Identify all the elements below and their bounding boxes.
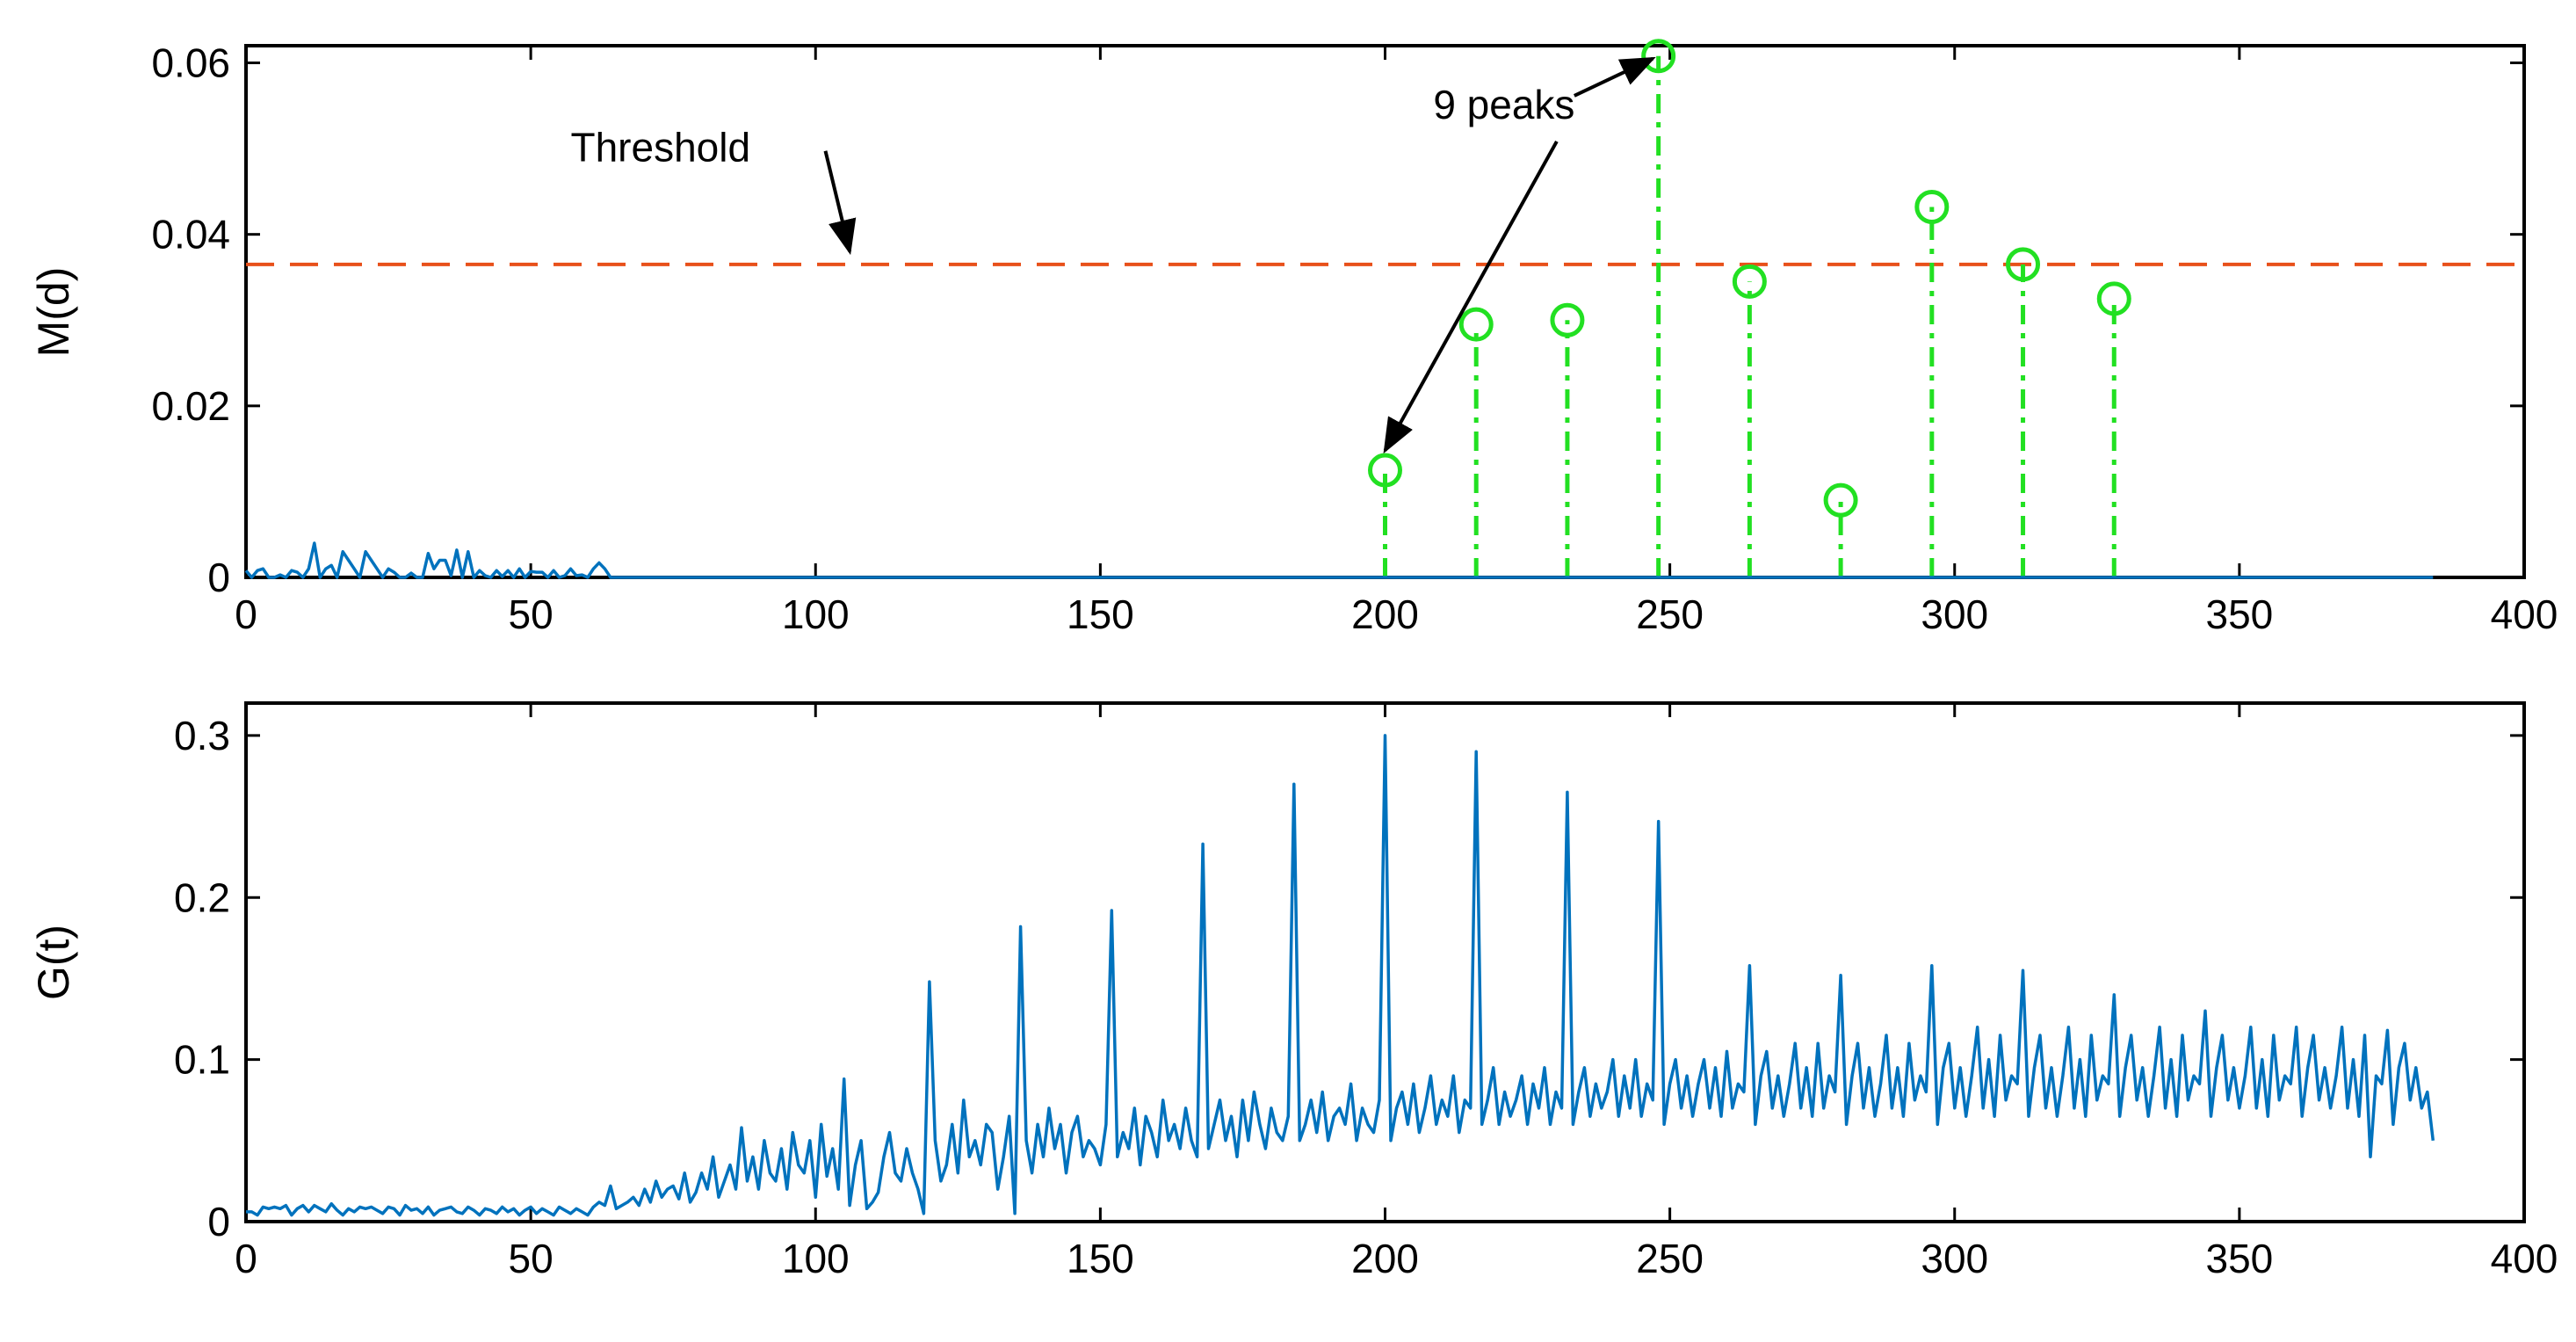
bottom-x-ticks: 0 50 100 150 200 250 300 350 400 bbox=[235, 703, 2558, 1281]
top-y-tick-label: 0.04 bbox=[151, 212, 230, 258]
g-series-line bbox=[246, 734, 2435, 1217]
peak-marker bbox=[1368, 453, 1402, 488]
top-x-tick-label: 150 bbox=[1067, 591, 1134, 637]
peaks-arrow bbox=[1574, 56, 1656, 98]
top-x-ticks: 0 50 100 150 200 250 300 350 400 bbox=[235, 46, 2558, 637]
peak-marker bbox=[2006, 247, 2041, 282]
peak-marker bbox=[1641, 39, 1676, 74]
peak-marker bbox=[1732, 264, 1767, 299]
bottom-x-tick-label: 400 bbox=[2491, 1236, 2558, 1281]
top-x-tick-label: 100 bbox=[782, 591, 850, 637]
peak-stems bbox=[1383, 55, 2117, 577]
top-x-tick-label: 350 bbox=[2206, 591, 2274, 637]
top-x-tick-label: 400 bbox=[2491, 591, 2558, 637]
top-x-tick-label: 200 bbox=[1351, 591, 1419, 637]
top-x-tick-label: 300 bbox=[1921, 591, 1988, 637]
top-x-tick-label: 250 bbox=[1636, 591, 1704, 637]
threshold-arrow bbox=[823, 150, 857, 256]
bottom-y-tick-label: 0.3 bbox=[174, 713, 230, 758]
bottom-x-tick-label: 0 bbox=[235, 1236, 257, 1281]
peak-marker bbox=[1458, 307, 1494, 342]
bottom-y-tick-label: 0 bbox=[207, 1199, 230, 1244]
top-x-tick-label: 50 bbox=[509, 591, 554, 637]
peak-marker bbox=[2096, 281, 2131, 316]
bottom-y-tick-label: 0.2 bbox=[174, 874, 230, 920]
peaks-arrow bbox=[1383, 140, 1559, 454]
bottom-x-tick-label: 250 bbox=[1636, 1236, 1704, 1281]
annotations: Threshold 9 peaks bbox=[571, 56, 1656, 454]
bottom-x-tick-label: 300 bbox=[1921, 1236, 1988, 1281]
bottom-x-tick-label: 50 bbox=[509, 1236, 554, 1281]
top-y-tick-label: 0 bbox=[207, 555, 230, 600]
top-chart: 0 50 100 150 200 250 300 350 400 0 0.02 0.04 0.06 T… bbox=[29, 39, 2558, 637]
top-y-tick-label: 0.02 bbox=[151, 383, 230, 429]
top-y-ticks: 0 0.02 0.04 0.06 bbox=[151, 40, 2524, 600]
peaks-label: 9 peaks bbox=[1433, 82, 1574, 127]
top-y-axis-label: M(d) bbox=[29, 267, 78, 358]
bottom-x-tick-label: 200 bbox=[1351, 1236, 1419, 1281]
threshold-label: Threshold bbox=[571, 125, 751, 170]
bottom-y-tick-label: 0.1 bbox=[174, 1037, 230, 1083]
bottom-x-tick-label: 100 bbox=[782, 1236, 850, 1281]
m-series-line bbox=[244, 541, 2434, 579]
peak-markers bbox=[1368, 39, 2131, 518]
top-y-tick-label: 0.06 bbox=[151, 40, 230, 86]
bottom-x-tick-label: 150 bbox=[1067, 1236, 1134, 1281]
peak-marker bbox=[1550, 302, 1585, 337]
peak-marker bbox=[1914, 189, 1950, 224]
bottom-chart: 0 50 100 150 200 250 300 350 400 0 0.1 0.2 0.3 G(t) bbox=[29, 701, 2558, 1281]
top-x-tick-label: 0 bbox=[235, 591, 257, 637]
bottom-x-tick-label: 350 bbox=[2206, 1236, 2274, 1281]
bottom-y-ticks: 0 0.1 0.2 0.3 bbox=[174, 713, 2524, 1244]
bottom-y-axis-label: G(t) bbox=[29, 925, 78, 1000]
peak-marker bbox=[1823, 482, 1858, 518]
